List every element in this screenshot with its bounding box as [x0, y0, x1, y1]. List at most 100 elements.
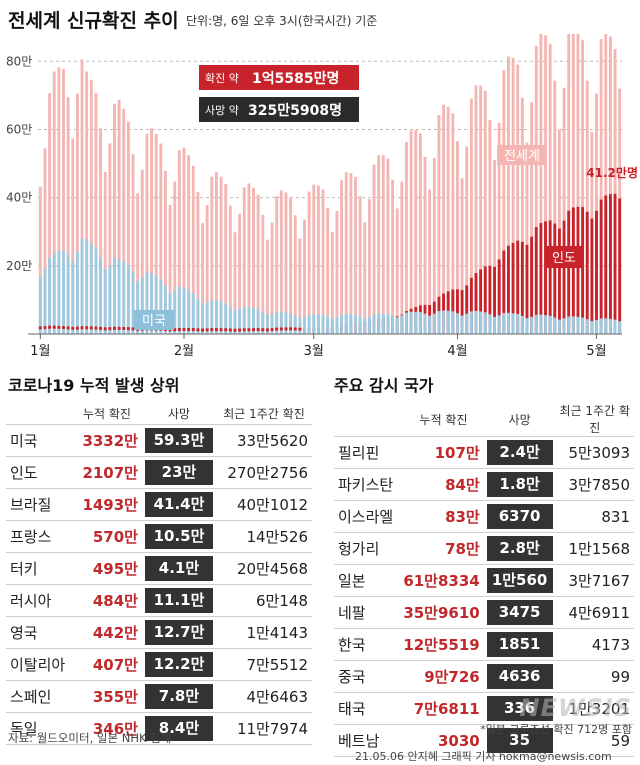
world-bar [465, 146, 469, 334]
world-bar [395, 208, 399, 334]
us-bar [330, 318, 334, 334]
us-bar [210, 299, 214, 334]
deaths-cell: 6370 [483, 500, 556, 533]
world-bar [224, 184, 228, 334]
us-bar [451, 311, 455, 334]
world-bar [191, 165, 195, 334]
us-bar [62, 250, 65, 334]
world-bar [298, 238, 302, 334]
us-bar [173, 290, 177, 334]
world-bar [456, 141, 459, 334]
unit-note: 단위:명, 6일 오후 3시(한국시간) 기준 [186, 14, 378, 28]
india-bar [196, 328, 200, 332]
world-bar [150, 128, 153, 334]
india-bar [265, 328, 269, 332]
weekly-cases: 1만4143 [216, 616, 312, 649]
us-bar [321, 314, 325, 334]
world-bar [238, 213, 242, 334]
confirmed-box [199, 65, 359, 90]
world-bar [261, 214, 265, 334]
cumulative-cases: 9만726 [403, 660, 484, 693]
world-bar [446, 106, 450, 334]
india-bar [177, 327, 181, 331]
us-bar [219, 301, 223, 334]
india-bar [465, 285, 469, 334]
world-bar [428, 189, 432, 334]
left-table-title: 코로나19 누적 발생 상위 [8, 376, 180, 395]
us-bar [381, 313, 385, 334]
footnote: *일본 크루즈선 확진 712명 포함 [480, 723, 632, 736]
world-bar [205, 205, 209, 334]
deaths-cell: 59.3만 [142, 424, 216, 457]
india-bar [585, 211, 589, 334]
world-bar [66, 97, 70, 334]
us-bar [66, 254, 70, 334]
us-bar [298, 317, 302, 334]
deaths-value: 4636 [486, 664, 553, 689]
us-bar [205, 302, 209, 334]
world-bar [233, 232, 237, 334]
header-blank [6, 402, 72, 425]
country-name: 파키스탄 [334, 468, 404, 501]
deaths-cell: 12.2만 [142, 648, 216, 681]
world-bar [316, 185, 320, 334]
india-bar [182, 327, 186, 331]
world-bar [126, 121, 130, 334]
weekly-cases: 270만2756 [216, 456, 312, 489]
india-bar [215, 328, 218, 332]
top-cumulative-table: 누적 확진 사망 최근 1주간 확진 미국 3332만 59.3만 33만5620 인도… [6, 402, 312, 745]
us-bar [164, 285, 167, 334]
us-bar [48, 257, 52, 334]
country-name: 영국 [6, 616, 72, 649]
world-bar [409, 130, 413, 334]
us-bar [349, 314, 353, 334]
deaths-value: 4.1만 [144, 556, 214, 581]
world-bar [493, 160, 496, 334]
world-bar [488, 120, 492, 334]
world-bar [354, 176, 357, 334]
india-bar [571, 207, 575, 334]
deaths-value: 11.1만 [144, 588, 214, 613]
deaths-cell: 41.4만 [142, 488, 216, 521]
world-bar [247, 183, 251, 334]
india-bar [599, 199, 603, 334]
india-bar [43, 326, 47, 330]
world-bar [289, 197, 293, 334]
us-bar [354, 314, 357, 334]
us-bar [358, 316, 362, 334]
cumulative-cases: 3332만 [72, 424, 142, 457]
us-bar [89, 243, 93, 334]
india-bar [525, 244, 529, 334]
cumulative-cases: 570만 [72, 520, 142, 553]
world-bar [303, 219, 306, 334]
world-bar [252, 187, 255, 334]
india-bar [608, 194, 612, 334]
world-bar [173, 181, 177, 334]
us-bar [456, 313, 459, 334]
us-bar [242, 306, 246, 334]
y-tick-label: 20만 [6, 259, 32, 273]
india-bar [293, 327, 297, 331]
world-bar [270, 222, 274, 334]
death-label: 사망 약 [205, 103, 239, 117]
india-label-box [545, 246, 583, 268]
weekly-cases: 4만6911 [555, 596, 634, 629]
us-bar [344, 314, 348, 334]
us-bar [289, 313, 293, 334]
world-bar [182, 147, 186, 334]
world-bar [372, 164, 376, 334]
us-bar [534, 314, 538, 334]
us-bar [437, 311, 441, 334]
table-row: 영국 442만 12.7만 1만4143 [6, 616, 312, 649]
world-bar [474, 85, 478, 334]
world-bar [418, 133, 422, 334]
world-bar [265, 239, 269, 334]
world-bar [321, 189, 325, 334]
world-bar [525, 142, 529, 334]
us-bar [493, 316, 496, 334]
deaths-cell: 3475 [483, 596, 556, 629]
world-bar [340, 180, 344, 334]
us-bar [571, 316, 575, 334]
world-bar [140, 169, 144, 334]
